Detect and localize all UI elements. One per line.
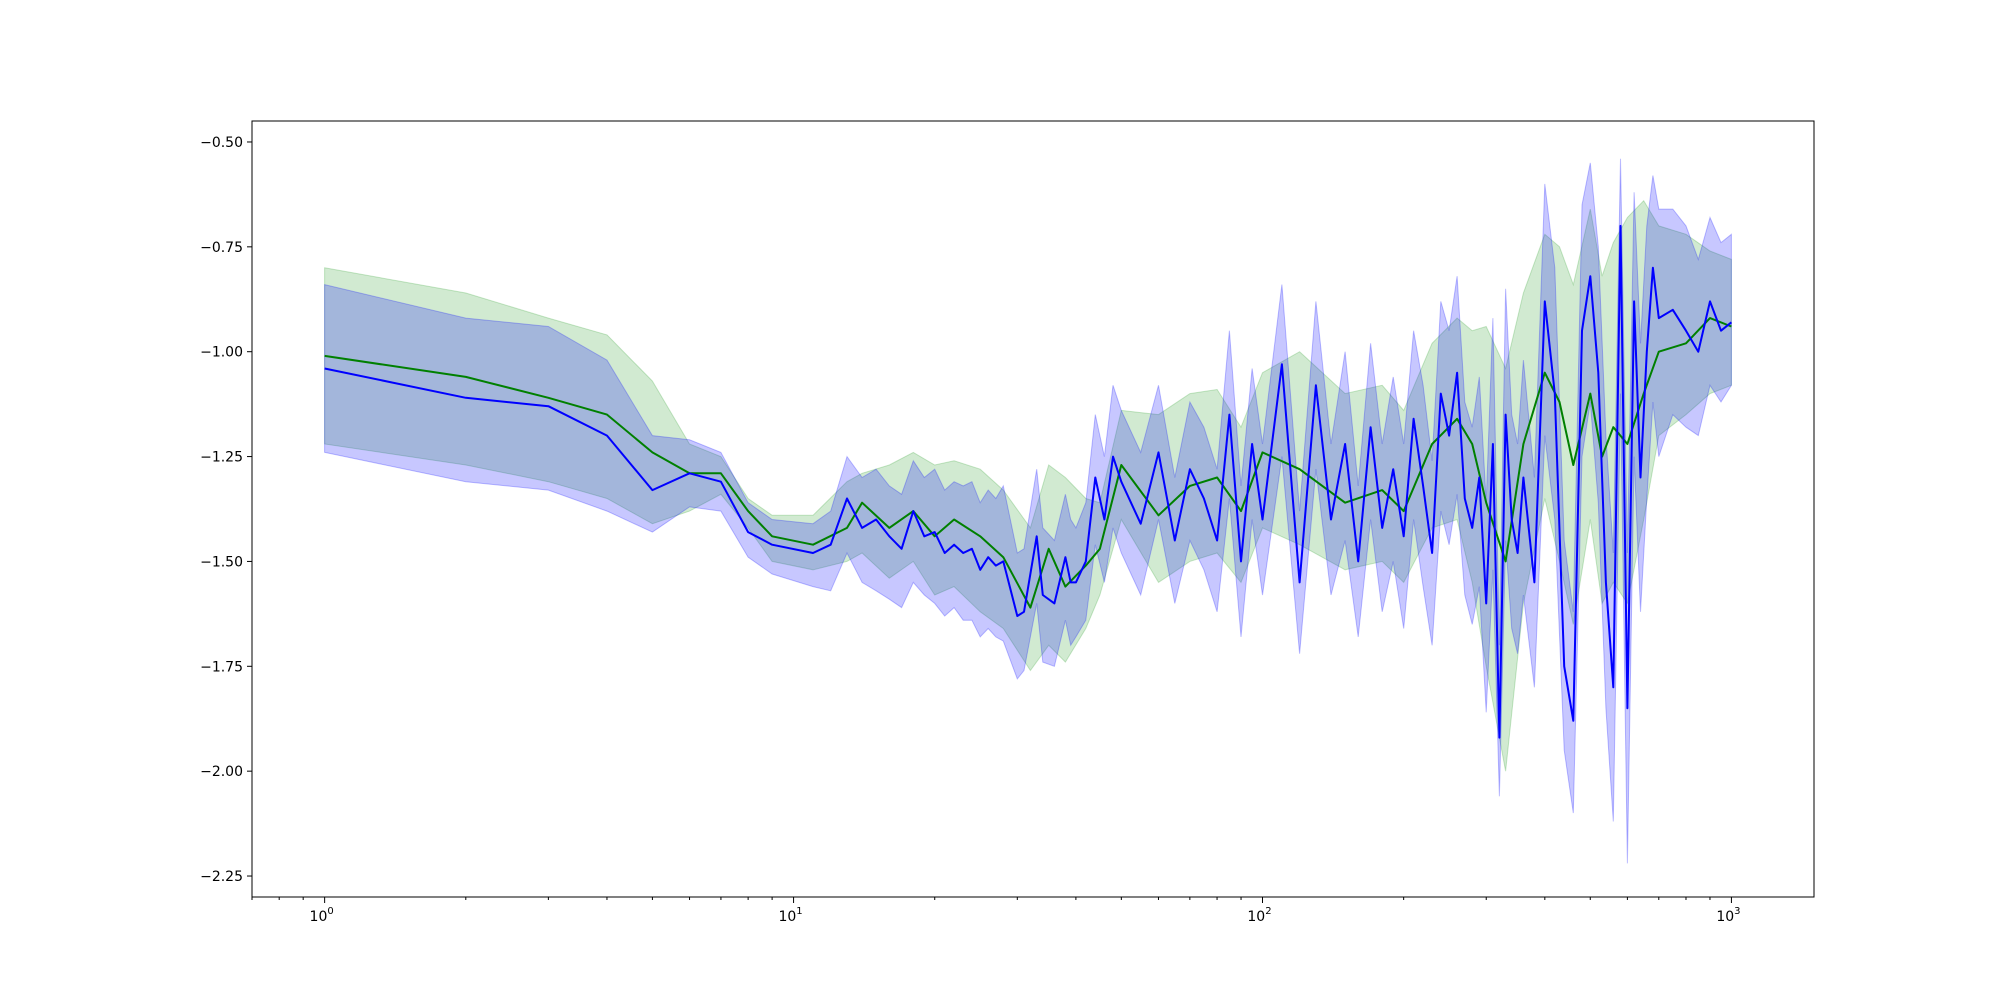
x-tick-base: 10 [1247, 909, 1265, 925]
plot-area [324, 158, 1733, 864]
series-lines [324, 224, 1733, 739]
green-error-band [324, 199, 1732, 772]
green-series-line [324, 317, 1732, 609]
axes-frame [251, 120, 1815, 898]
blue-error-band [324, 158, 1732, 864]
x-tick-label: 103 [1716, 906, 1740, 925]
y-tick-label: −1.75 [200, 659, 243, 675]
x-tick-exponent: 2 [1265, 906, 1271, 917]
x-tick-label: 100 [310, 906, 334, 925]
x-tick-exponent: 0 [327, 906, 333, 917]
y-tick-label: −1.50 [200, 554, 243, 570]
y-tick-label: −2.25 [200, 869, 243, 885]
x-tick-exponent: 3 [1734, 906, 1740, 917]
x-tick-base: 10 [778, 909, 796, 925]
y-tick-label: −1.25 [200, 450, 243, 466]
x-tick-base: 10 [310, 909, 328, 925]
y-axis: −0.50 −0.75 −1.00 −1.25 −1.50 −1.75 −2.00 −2.25 [200, 135, 252, 885]
y-tick-label: −0.75 [200, 240, 243, 256]
x-axis: 100 101 102 103 [251, 897, 1741, 925]
error-bands [324, 158, 1732, 864]
x-tick-exponent: 1 [796, 906, 802, 917]
x-tick-label: 101 [778, 906, 802, 925]
blue-series-line [324, 224, 1733, 739]
x-tick-base: 10 [1716, 909, 1734, 925]
x-tick-label: 102 [1247, 906, 1271, 925]
y-tick-label: −0.50 [200, 135, 243, 151]
y-tick-label: −1.00 [200, 345, 243, 361]
y-tick-label: −2.00 [200, 764, 243, 780]
